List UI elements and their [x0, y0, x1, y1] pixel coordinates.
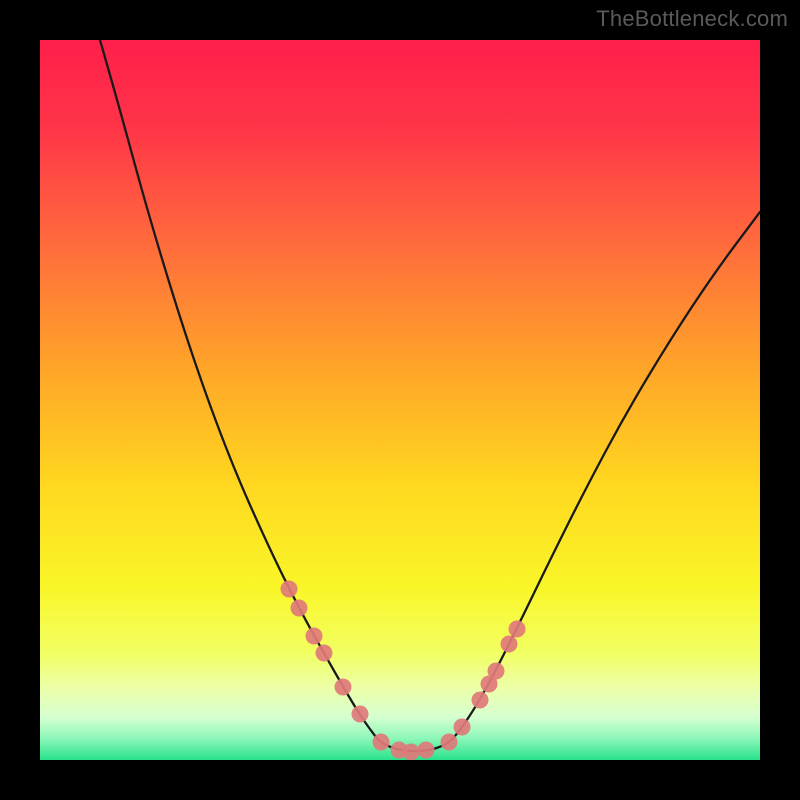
data-marker	[403, 744, 420, 761]
data-marker	[281, 581, 298, 598]
data-marker	[316, 645, 333, 662]
watermark-label: TheBottleneck.com	[596, 6, 788, 32]
data-marker	[373, 734, 390, 751]
data-marker	[418, 742, 435, 759]
plot-svg	[40, 40, 760, 760]
data-marker	[306, 628, 323, 645]
data-marker	[509, 621, 526, 638]
data-marker	[488, 663, 505, 680]
data-marker	[441, 734, 458, 751]
data-marker	[291, 600, 308, 617]
chart-outer: TheBottleneck.com	[0, 0, 800, 800]
data-marker	[335, 679, 352, 696]
plot-background	[40, 40, 760, 760]
data-marker	[472, 692, 489, 709]
data-marker	[454, 719, 471, 736]
data-marker	[352, 706, 369, 723]
data-marker	[501, 636, 518, 653]
